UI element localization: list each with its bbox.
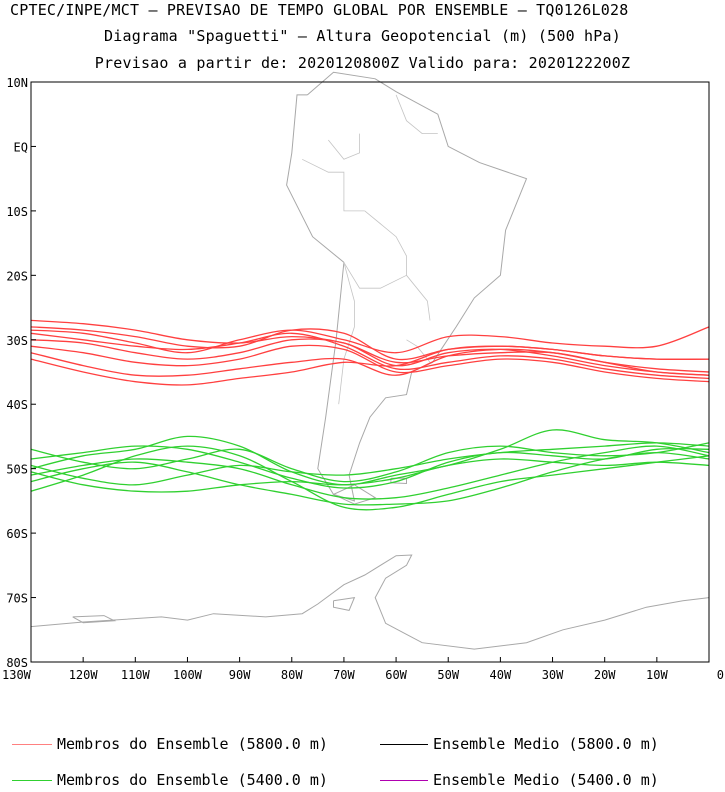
- x-tick-label: 90W: [229, 668, 251, 682]
- x-tick-label: 130W: [2, 668, 32, 682]
- series-5400-member-15: [30, 458, 710, 493]
- x-tick-label: 30W: [542, 668, 564, 682]
- x-tick-label: 10W: [646, 668, 668, 682]
- coastline-4: [72, 615, 117, 624]
- border-6: [395, 94, 438, 135]
- series-5400-member-13: [30, 442, 710, 486]
- series-5400-member-10: [30, 429, 710, 486]
- y-tick-label: 60S: [6, 527, 28, 541]
- border-0: [343, 262, 407, 289]
- series-5400-member-9: [30, 445, 710, 489]
- x-tick-label: 80W: [281, 668, 303, 682]
- x-tick-label: 60W: [385, 668, 407, 682]
- series-5800-member-2: [30, 332, 710, 380]
- legend-swatch-mean-5400: [380, 780, 428, 781]
- coastline-3: [30, 554, 710, 650]
- plot-frame: [30, 81, 710, 663]
- y-tick-label: 70S: [6, 592, 28, 606]
- series-5800-member-6: [30, 345, 710, 386]
- series-5400-member-14: [30, 445, 710, 511]
- y-tick-label: 10N: [6, 76, 28, 90]
- series-5400-member-8: [30, 442, 710, 483]
- series-5400-member-11: [30, 445, 710, 500]
- title-line-1: CPTEC/INPE/MCT — PREVISAO DE TEMPO GLOBA…: [10, 1, 629, 19]
- y-tick-label: 40S: [6, 398, 28, 412]
- y-tick-label: 30S: [6, 334, 28, 348]
- title-line-3: Previsao a partir de: 2020120800Z Valido…: [94, 54, 631, 72]
- series-layer: [30, 319, 710, 511]
- legend-swatch-members-5800: [12, 744, 52, 745]
- border-3: [338, 262, 355, 405]
- title-line-2: Diagrama "Spaguetti" — Altura Geopotenci…: [104, 27, 621, 45]
- y-tick-label: 80S: [6, 656, 28, 670]
- border-1: [364, 210, 431, 321]
- series-5800-member-4: [30, 344, 710, 383]
- y-tick-label: 10S: [6, 205, 28, 219]
- series-5800-member-3: [30, 338, 710, 376]
- x-tick-label: 20W: [594, 668, 616, 682]
- y-tick-label: 20S: [6, 269, 28, 283]
- x-tick-label: 50W: [437, 668, 459, 682]
- legend-swatch-mean-5800: [380, 744, 428, 745]
- coastline-0: [286, 71, 528, 502]
- legend-swatch-members-5400: [12, 780, 52, 781]
- legend-label-mean-5800: Ensemble Medio (5800.0 m): [433, 735, 659, 753]
- coastline-map: [30, 71, 710, 650]
- x-tick-label: 40W: [490, 668, 512, 682]
- legend-label-mean-5400: Ensemble Medio (5400.0 m): [433, 771, 659, 789]
- x-tick-label: 120W: [69, 668, 99, 682]
- x-tick-label: 110W: [121, 668, 151, 682]
- border-2: [302, 158, 365, 212]
- coastline-2: [390, 477, 407, 485]
- legend-label-members-5400: Membros do Ensemble (5400.0 m): [57, 771, 328, 789]
- series-5800-member-5: [30, 348, 710, 377]
- x-tick-label: 70W: [333, 668, 355, 682]
- series-5400-member-12: [30, 451, 710, 506]
- series-5800-member-7: [30, 326, 710, 354]
- legend-label-members-5800: Membros do Ensemble (5800.0 m): [57, 735, 328, 753]
- coastline-5: [333, 596, 356, 611]
- x-tick-label: 100W: [173, 668, 203, 682]
- border-5: [327, 133, 361, 160]
- x-tick-label: 0: [717, 668, 724, 682]
- y-tick-label: 50S: [6, 463, 28, 477]
- y-tick-label: EQ: [14, 140, 28, 154]
